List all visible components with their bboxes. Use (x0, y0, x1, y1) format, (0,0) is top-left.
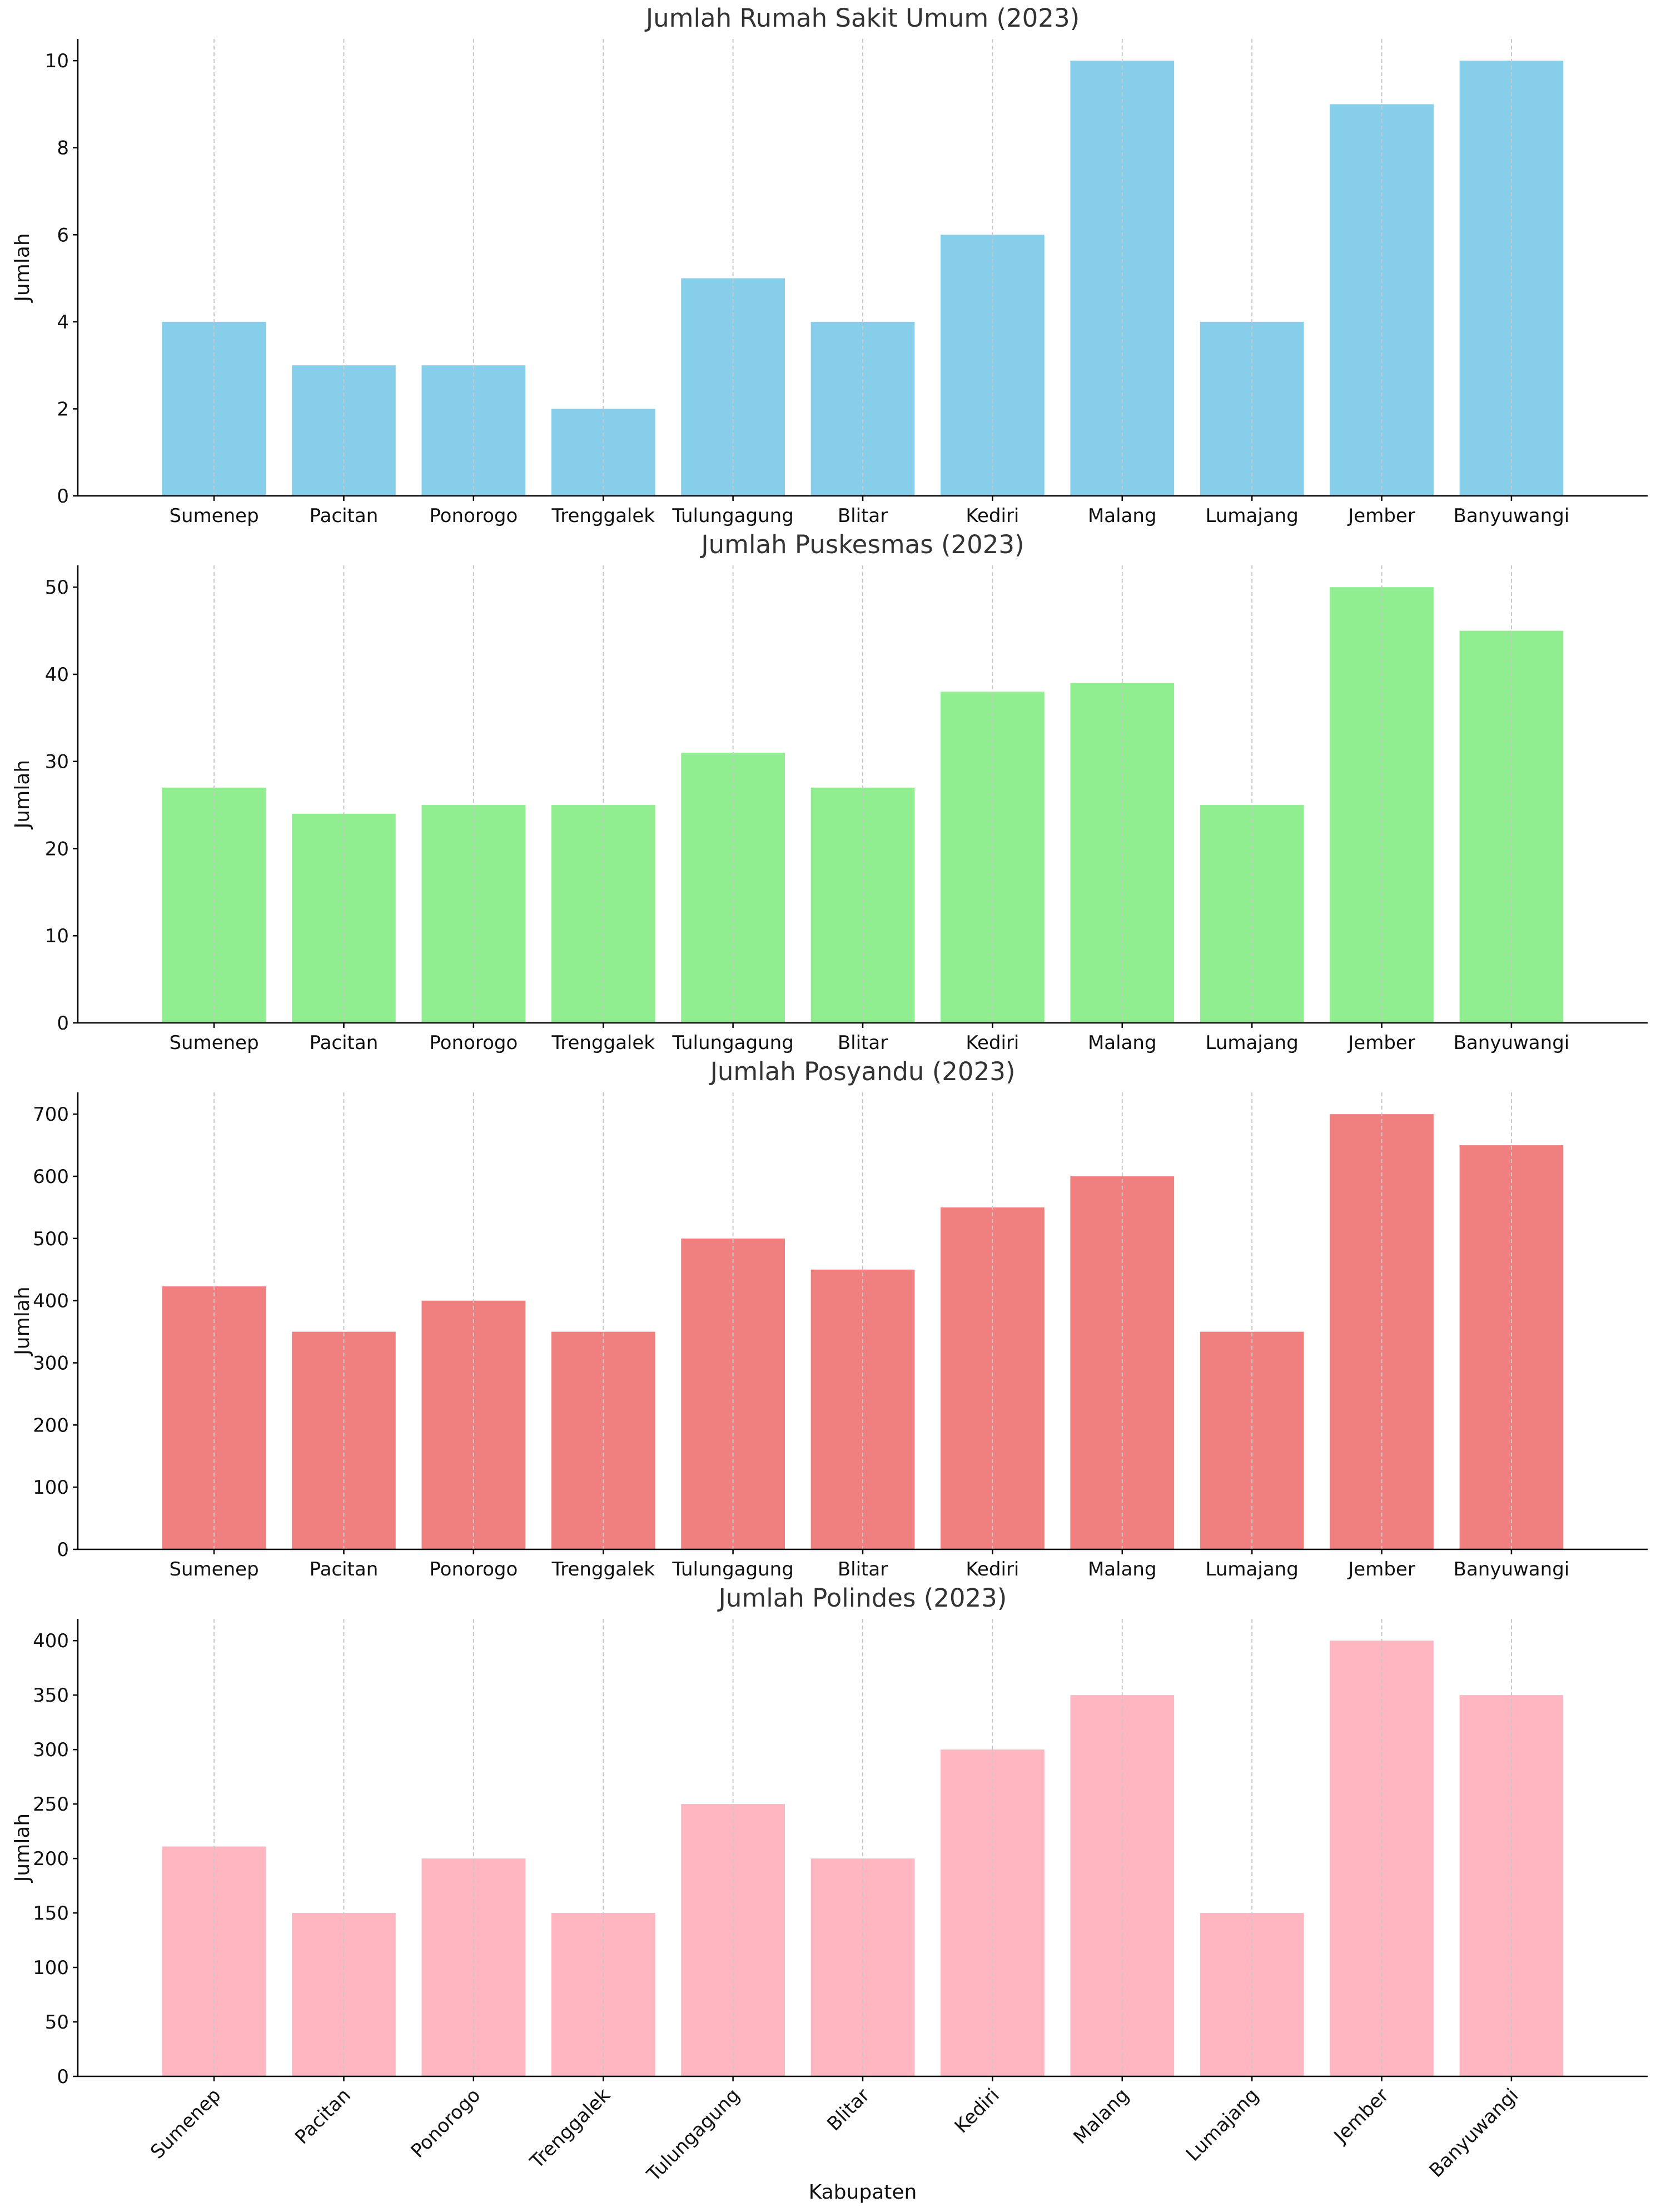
x-tick-label: Sumenep (169, 1032, 258, 1054)
y-tick-label: 400 (33, 1290, 69, 1313)
y-tick-label: 500 (33, 1228, 69, 1250)
x-tick-label: Blitar (823, 2084, 874, 2135)
x-tick-label: Kediri (966, 1032, 1019, 1054)
x-tick-label: Ponorogo (429, 1032, 518, 1054)
chart-title: Jumlah Puskesmas (2023) (699, 530, 1024, 559)
bar-kediri (941, 235, 1045, 496)
y-tick-label: 10 (45, 50, 69, 72)
y-axis-label: Jumlah (11, 1813, 34, 1883)
x-tick-label: Malang (1088, 505, 1157, 527)
y-tick-label: 100 (33, 1957, 69, 1979)
x-tick-label: Jember (1347, 1558, 1415, 1580)
y-tick-label: 200 (33, 1414, 69, 1436)
y-tick-label: 40 (45, 664, 69, 686)
y-tick-label: 150 (33, 1902, 69, 1925)
chart-panel-3: Jumlah Posyandu (2023) 0 100 200 300 400 500 60… (11, 1057, 1648, 1580)
y-tick-label: 6 (57, 224, 69, 246)
x-tick-label: Sumenep (169, 1558, 258, 1580)
y-tick-label: 0 (57, 1539, 69, 1561)
x-tick-label: Pacitan (310, 1032, 379, 1054)
y-tick-label: 20 (45, 838, 69, 860)
x-tick-label: Sumenep (169, 505, 258, 527)
x-tick-label: Trenggalek (551, 1558, 655, 1580)
x-tick-label: Blitar (838, 1558, 888, 1580)
y-tick-label: 4 (57, 311, 69, 334)
x-tick-label: Tulungagung (672, 505, 793, 527)
x-tick-label: Banyuwangi (1454, 505, 1570, 527)
x-tick-label: Jember (1347, 1032, 1415, 1054)
y-tick-label: 50 (45, 576, 69, 599)
chart-title: Jumlah Rumah Sakit Umum (2023) (644, 3, 1080, 33)
x-tick-label: Tulungagung (643, 2084, 744, 2186)
x-tick-label: Kediri (966, 505, 1019, 527)
y-tick-label: 300 (33, 1739, 69, 1761)
y-tick-label: 8 (57, 137, 69, 160)
x-tick-label: Malang (1069, 2084, 1133, 2149)
x-tick-label: Pacitan (310, 1558, 379, 1580)
y-tick-label: 200 (33, 1848, 69, 1870)
x-tick-label: Lumajang (1206, 505, 1299, 527)
y-tick-label: 30 (45, 751, 69, 773)
x-tick-label: Ponorogo (429, 1558, 518, 1580)
x-tick-label: Ponorogo (429, 505, 518, 527)
chart-panel-4: Jumlah Polindes (2023) 0 50 100 150 200 250 300… (11, 1583, 1648, 2204)
y-axis-label: Jumlah (11, 760, 34, 829)
x-tick-label: Pacitan (310, 505, 379, 527)
x-tick-label: Tulungagung (672, 1032, 793, 1054)
x-tick-label: Kediri (966, 1558, 1019, 1580)
y-tick-label: 250 (33, 1793, 69, 1816)
y-tick-label: 100 (33, 1477, 69, 1499)
x-tick-label: Lumajang (1206, 1032, 1299, 1054)
x-tick-label: Jember (1347, 505, 1415, 527)
x-axis-label: Kabupaten (809, 2181, 917, 2204)
bar-sumenep (162, 1286, 266, 1549)
y-tick-label: 0 (57, 2066, 69, 2088)
x-tick-label: Pacitan (291, 2084, 355, 2149)
y-tick-label: 2 (57, 398, 69, 420)
x-tick-label: Kediri (951, 2084, 1004, 2138)
x-tick-label: Sumenep (146, 2084, 225, 2163)
chart-panel-2: Jumlah Puskesmas (2023) 0 10 20 30 40 50 Sumene… (11, 530, 1648, 1054)
chart-title: Jumlah Polindes (2023) (717, 1583, 1007, 1613)
x-tick-label: Lumajang (1182, 2084, 1264, 2166)
y-tick-label: 50 (45, 2011, 69, 2034)
x-tick-label: Malang (1088, 1558, 1157, 1580)
x-tick-label: Trenggalek (551, 1032, 655, 1054)
y-axis-label: Jumlah (11, 1286, 34, 1356)
x-tick-label: Trenggalek (551, 505, 655, 527)
y-tick-label: 0 (57, 485, 69, 508)
x-tick-label: Banyuwangi (1454, 1558, 1570, 1580)
x-tick-label: Banyuwangi (1454, 1032, 1570, 1054)
bar-pacitan (292, 813, 396, 1023)
bar-ponorogo (421, 1300, 526, 1549)
chart-title: Jumlah Posyandu (2023) (709, 1057, 1016, 1086)
y-tick-label: 600 (33, 1166, 69, 1188)
x-tick-label: Banyuwangi (1425, 2084, 1523, 2182)
y-tick-label: 0 (57, 1012, 69, 1035)
x-tick-label: Tulungagung (672, 1558, 793, 1580)
x-tick-label: Ponorogo (407, 2084, 485, 2163)
y-tick-label: 700 (33, 1103, 69, 1126)
x-tick-label: Malang (1088, 1032, 1157, 1054)
y-tick-label: 350 (33, 1684, 69, 1707)
x-tick-label: Blitar (838, 1032, 888, 1054)
bar-kediri (941, 1207, 1045, 1549)
y-tick-label: 10 (45, 925, 69, 947)
x-tick-label: Trenggalek (525, 2084, 614, 2173)
y-tick-label: 400 (33, 1630, 69, 1652)
x-tick-label: Jember (1329, 2084, 1393, 2148)
y-axis-label: Jumlah (11, 233, 34, 302)
x-tick-label: Lumajang (1206, 1558, 1299, 1580)
chart-panel-1: Jumlah Rumah Sakit Umum (2023) 0 2 4 6 8 10 Sum… (11, 3, 1648, 527)
x-tick-label: Blitar (838, 505, 888, 527)
y-tick-label: 300 (33, 1352, 69, 1374)
